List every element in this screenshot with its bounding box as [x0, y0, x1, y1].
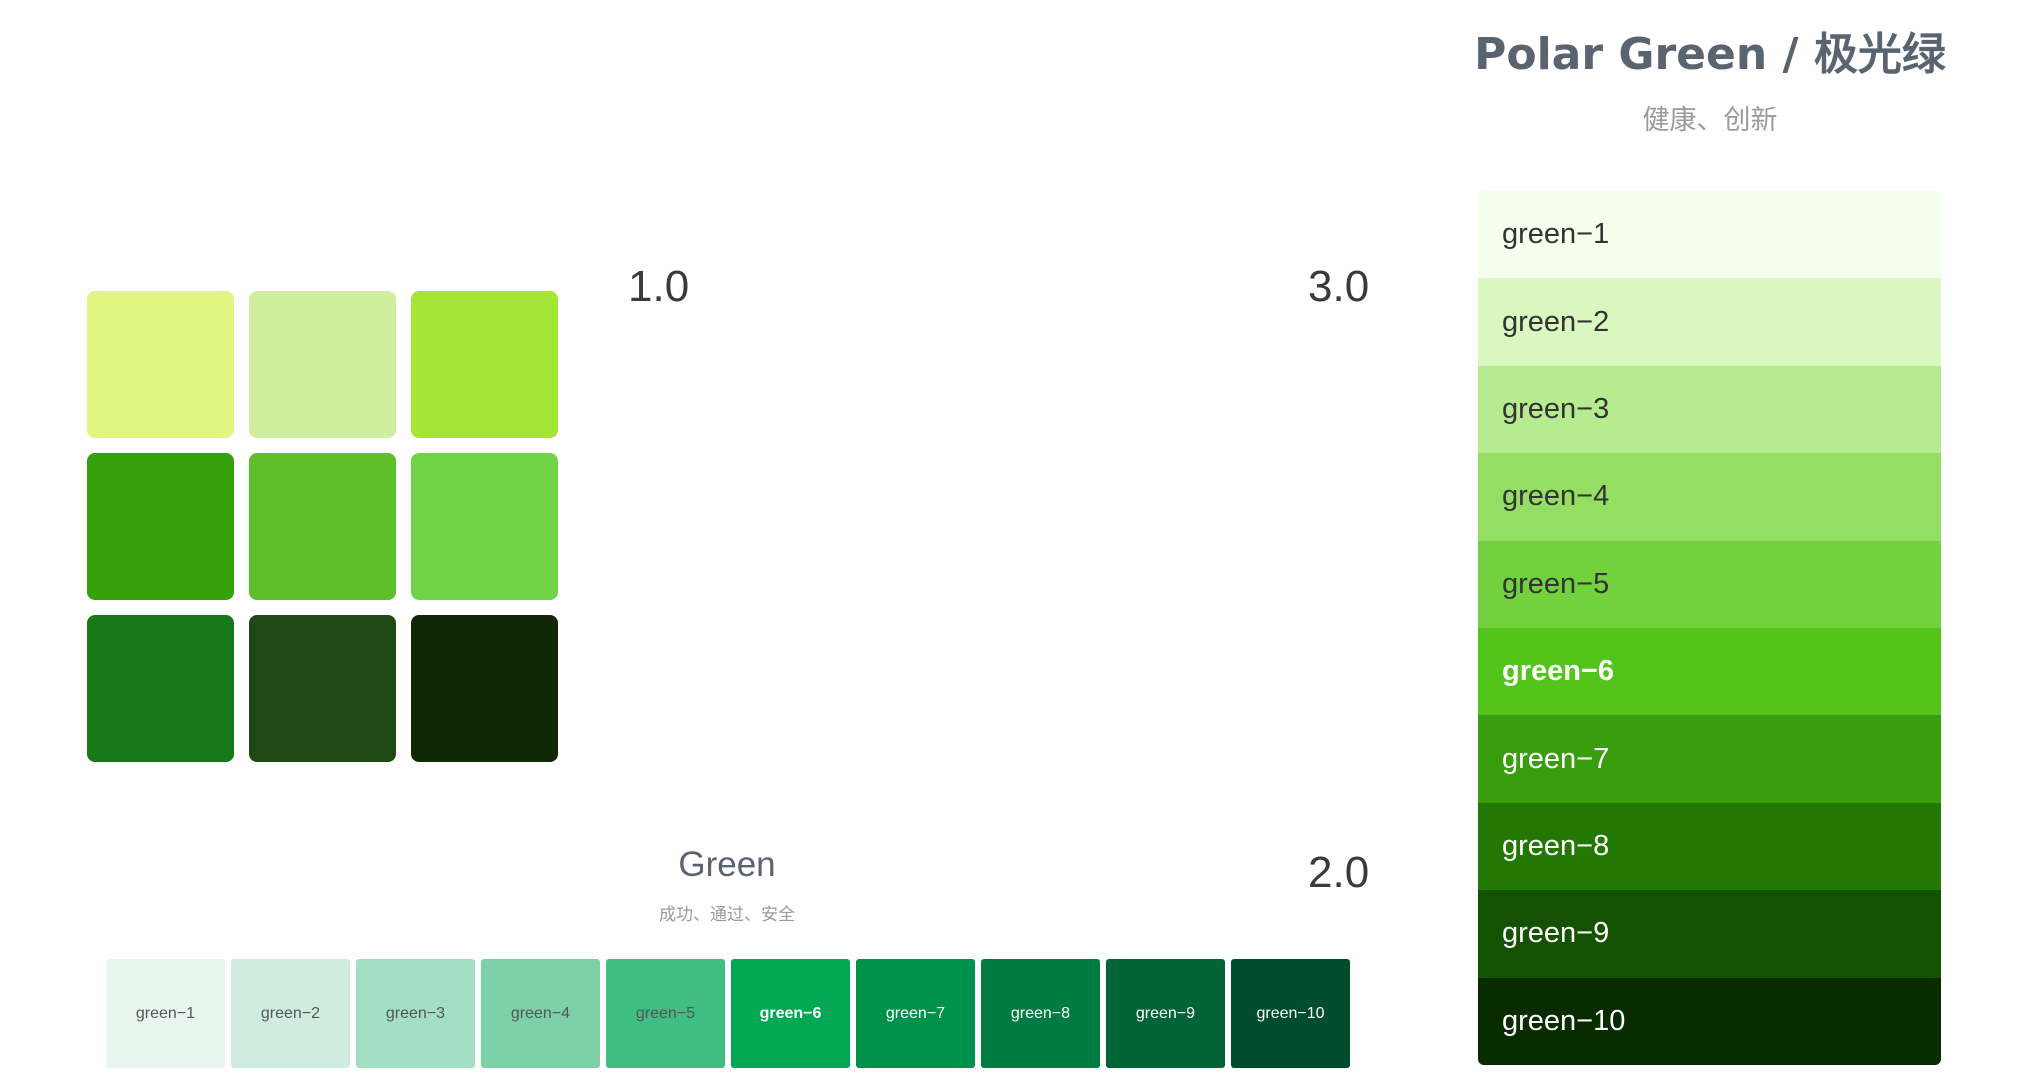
v2-swatch-label: green−7	[885, 1004, 946, 1022]
v2-swatch-label: green−5	[635, 1004, 696, 1022]
v1-swatch	[249, 615, 396, 762]
v2-swatch-label: green−4	[510, 1004, 571, 1022]
v2-swatch: green−10	[1231, 959, 1350, 1068]
version-label-2: 2.0	[1308, 848, 1370, 897]
v2-swatch-strip: green−1 green−2 green−3 green−4 green−5 green…	[106, 959, 1350, 1068]
v3-swatch-column: green−1 green−2 green−3 green−4 green−5 green…	[1478, 191, 1941, 1065]
v2-swatch: green−8	[981, 959, 1100, 1068]
v3-swatch-label: green−8	[1502, 829, 1610, 862]
v3-swatch-label: green−1	[1502, 218, 1610, 251]
v1-swatch	[411, 615, 558, 762]
v3-swatch: green−1	[1478, 191, 1941, 279]
v3-swatch-label: green−2	[1502, 305, 1610, 338]
v1-swatch	[87, 453, 234, 600]
v1-swatch	[87, 615, 234, 762]
v3-swatch-label: green−4	[1502, 480, 1610, 513]
v2-swatch: green−3	[356, 959, 475, 1068]
v3-swatch-label: green−6	[1502, 655, 1615, 688]
v3-swatch-label: green−5	[1502, 567, 1610, 600]
v2-swatch: green−9	[1106, 959, 1225, 1068]
v2-swatch: green−1	[106, 959, 225, 1068]
v3-swatch-label: green−3	[1502, 392, 1610, 425]
v1-swatch	[411, 291, 558, 438]
v2-title: Green	[678, 845, 776, 884]
v3-swatch-label: green−7	[1502, 742, 1610, 775]
v2-swatch: green−6	[731, 959, 850, 1068]
v3-swatch: green−2	[1478, 278, 1941, 366]
version-label-3: 3.0	[1308, 262, 1370, 311]
v3-swatch-label: green−10	[1502, 1004, 1626, 1037]
v3-swatch: green−3	[1478, 365, 1941, 454]
v2-swatch: green−7	[856, 959, 975, 1068]
v2-swatch-label: green−2	[260, 1004, 321, 1022]
v3-swatch-label: green−9	[1502, 917, 1610, 950]
v2-swatch-label: green−9	[1135, 1004, 1196, 1022]
v3-swatch: green−4	[1478, 453, 1941, 541]
v2-swatch-label: green−1	[135, 1004, 196, 1022]
v2-swatch-label: green−10	[1256, 1004, 1325, 1022]
v2-swatch: green−5	[606, 959, 725, 1068]
v2-swatch-label: green−6	[759, 1004, 822, 1022]
v3-swatch: green−8	[1478, 802, 1941, 891]
v3-title: Polar Green / 极光绿	[1474, 29, 1946, 80]
v3-swatch: green−10	[1478, 977, 1941, 1065]
v2-swatch-label: green−3	[385, 1004, 446, 1022]
v3-swatch: green−9	[1478, 890, 1941, 978]
v1-swatch-grid	[87, 291, 558, 762]
v1-swatch	[411, 453, 558, 600]
v3-subtitle: 健康、创新	[1642, 105, 1778, 136]
v1-swatch	[87, 291, 234, 438]
v3-swatch: green−6	[1478, 627, 1941, 716]
v2-swatch: green−2	[231, 959, 350, 1068]
v3-swatch: green−7	[1478, 715, 1941, 803]
v1-swatch	[249, 453, 396, 600]
v2-swatch: green−4	[481, 959, 600, 1068]
v1-swatch	[249, 291, 396, 438]
v3-swatch: green−5	[1478, 540, 1941, 628]
v2-swatch-label: green−8	[1010, 1004, 1071, 1022]
v2-subtitle: 成功、通过、安全	[659, 905, 795, 925]
version-label-1: 1.0	[628, 262, 690, 311]
